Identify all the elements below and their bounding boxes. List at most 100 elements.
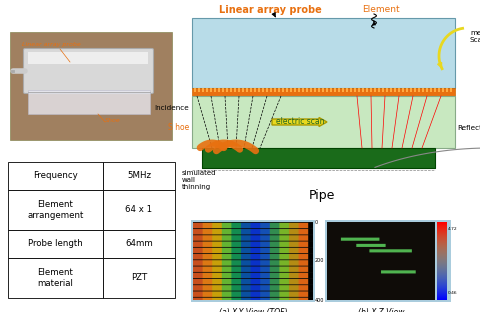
Text: Incidence: Incidence	[154, 105, 189, 111]
Bar	[330, 88, 332, 92]
Text: simulated
wall
thinning: simulated wall thinning	[182, 170, 216, 190]
Text: Frequency: Frequency	[33, 172, 78, 181]
Bar	[338, 88, 340, 92]
Bar	[366, 88, 368, 92]
Text: Probe length: Probe length	[28, 240, 83, 248]
Bar	[242, 88, 244, 92]
Bar	[326, 88, 328, 92]
Bar	[390, 88, 392, 92]
Text: Element
arrangement: Element arrangement	[27, 200, 84, 220]
Text: mechanical
Scan: mechanical Scan	[470, 30, 480, 43]
Bar	[194, 88, 196, 92]
Text: Element: Element	[362, 5, 400, 14]
Text: (b) X-Z View: (b) X-Z View	[358, 308, 404, 312]
Bar	[350, 88, 352, 92]
Bar	[10, 32, 172, 140]
Bar	[274, 88, 276, 92]
Bar	[298, 88, 300, 92]
Text: Element
material: Element material	[37, 268, 73, 288]
Text: S hoe: S hoe	[168, 124, 189, 133]
Bar	[278, 88, 280, 92]
Bar	[450, 88, 452, 92]
Bar	[103, 162, 175, 190]
Bar	[266, 88, 268, 92]
Bar	[394, 88, 396, 92]
Text: 10.8mm: 10.8mm	[369, 265, 389, 270]
Bar	[214, 88, 216, 92]
Bar	[103, 190, 175, 230]
Text: Linear array probe: Linear array probe	[22, 42, 81, 47]
Text: 0: 0	[315, 220, 318, 225]
Bar	[198, 88, 200, 92]
Bar	[426, 88, 428, 92]
Bar	[422, 88, 424, 92]
Bar	[246, 88, 248, 92]
Bar	[386, 88, 388, 92]
Text: electric scan: electric scan	[276, 118, 324, 126]
Bar	[250, 88, 252, 92]
Bar	[192, 18, 455, 88]
Text: Linear array probe: Linear array probe	[218, 5, 322, 15]
Bar	[414, 88, 416, 92]
Bar	[406, 88, 408, 92]
Bar	[103, 230, 175, 258]
Bar	[438, 88, 440, 92]
Bar	[8, 230, 103, 258]
FancyBboxPatch shape	[24, 48, 154, 94]
Bar	[346, 88, 348, 92]
Text: Shoe: Shoe	[105, 118, 121, 123]
Bar	[446, 88, 448, 92]
Bar	[430, 88, 432, 92]
Bar	[354, 88, 356, 92]
Text: 5MHz: 5MHz	[127, 172, 151, 181]
Bar	[282, 88, 284, 92]
Bar	[334, 88, 336, 92]
Bar	[191, 220, 315, 302]
Bar	[226, 88, 228, 92]
Text: Reflection: Reflection	[457, 125, 480, 131]
Text: 200: 200	[315, 259, 324, 264]
Bar	[358, 88, 360, 92]
Bar	[294, 88, 296, 92]
Text: 400: 400	[315, 298, 324, 303]
Bar	[230, 88, 232, 92]
FancyArrow shape	[272, 118, 327, 126]
Bar	[8, 258, 103, 298]
Bar	[310, 88, 312, 92]
Bar	[382, 88, 384, 92]
Text: (a) X-Y View (TOF): (a) X-Y View (TOF)	[219, 308, 287, 312]
Text: 64mm: 64mm	[125, 240, 153, 248]
Bar	[286, 88, 288, 92]
Bar	[103, 258, 175, 298]
Text: 64 x 1: 64 x 1	[125, 206, 153, 215]
Text: 0.46: 0.46	[448, 291, 457, 295]
Bar	[192, 96, 455, 148]
Bar	[254, 88, 256, 92]
Bar	[270, 88, 272, 92]
Bar	[290, 88, 292, 92]
Text: 4.7mm: 4.7mm	[332, 233, 350, 238]
Bar	[8, 190, 103, 230]
Bar	[8, 162, 103, 190]
Bar	[402, 88, 404, 92]
Text: 6.8mm: 6.8mm	[360, 239, 378, 244]
Bar	[434, 88, 436, 92]
Bar	[218, 88, 220, 92]
Bar	[418, 88, 420, 92]
Bar	[410, 88, 412, 92]
Bar	[398, 88, 400, 92]
Bar	[314, 88, 316, 92]
Bar	[362, 88, 364, 92]
Bar	[258, 88, 260, 92]
Bar	[322, 88, 324, 92]
Bar	[442, 88, 444, 92]
Bar	[28, 90, 150, 114]
Text: 4.72: 4.72	[448, 227, 457, 231]
Bar	[234, 88, 236, 92]
Bar	[302, 88, 304, 92]
Text: 5.7mm: 5.7mm	[346, 233, 364, 238]
Bar	[192, 88, 455, 96]
Text: PZT: PZT	[131, 274, 147, 282]
Bar	[325, 220, 451, 302]
Bar	[206, 88, 208, 92]
